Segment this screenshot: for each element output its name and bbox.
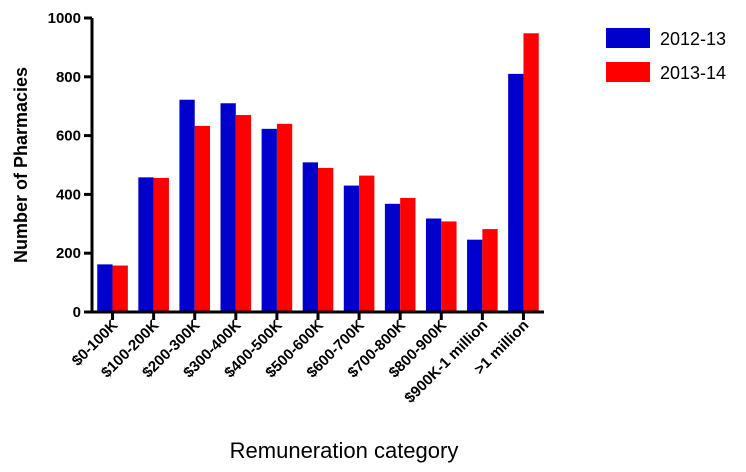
- bar-2012-13-$700-800K: [384, 203, 401, 312]
- y-tick-label: 800: [56, 69, 81, 86]
- legend-swatch-2013-14: [606, 62, 650, 82]
- bar-2012-13->1 million: [508, 73, 524, 312]
- x-axis: $0-100K$100-200K$200-300K$300-400K$400-5…: [69, 310, 544, 407]
- bars: [97, 33, 539, 313]
- bar-2013-14-$700-800K: [400, 197, 416, 312]
- y-tick-label: 400: [56, 186, 81, 203]
- bar-2012-13-$200-300K: [179, 99, 195, 313]
- bar-2012-13-$400-500K: [261, 128, 277, 312]
- y-axis-title: Number of Pharmacies: [11, 67, 31, 263]
- bar-2013-14-$400-500K: [276, 123, 293, 312]
- bar-2013-14-$500-600K: [318, 167, 334, 312]
- y-tick-label: 1000: [48, 10, 81, 27]
- y-tick-label: 0: [73, 304, 81, 321]
- legend: 2012-13 2013-14: [606, 28, 726, 83]
- bar-2012-13-$600-700K: [343, 185, 360, 312]
- bar-2013-14-$900K-1 million: [482, 229, 498, 312]
- legend-label-2012-13: 2012-13: [660, 29, 726, 49]
- bar-2013-14-$600-700K: [359, 175, 375, 312]
- legend-swatch-2012-13: [606, 28, 650, 48]
- bar-2013-14-$800-900K: [441, 221, 457, 312]
- x-axis-title: Remuneration category: [230, 438, 459, 463]
- y-tick-label: 200: [56, 245, 81, 262]
- y-tick-label: 600: [56, 128, 81, 145]
- bar-2012-13-$0-100K: [97, 264, 113, 312]
- bar-2012-13-$500-600K: [302, 162, 318, 312]
- bar-2013-14-$300-400K: [235, 115, 252, 313]
- bar-2013-14-$0-100K: [112, 265, 128, 312]
- legend-label-2013-14: 2013-14: [660, 63, 726, 83]
- bar-2012-13-$100-200K: [138, 177, 154, 312]
- bar-2012-13-$800-900K: [425, 218, 442, 312]
- bar-2012-13-$900K-1 million: [467, 239, 483, 312]
- bar-2013-14-$200-300K: [194, 125, 211, 312]
- bar-2013-14-$100-200K: [153, 177, 169, 312]
- bar-2013-14->1 million: [523, 33, 539, 313]
- y-axis: 0 200 400 600 800 1000: [48, 10, 94, 321]
- bar-2012-13-$300-400K: [220, 103, 236, 312]
